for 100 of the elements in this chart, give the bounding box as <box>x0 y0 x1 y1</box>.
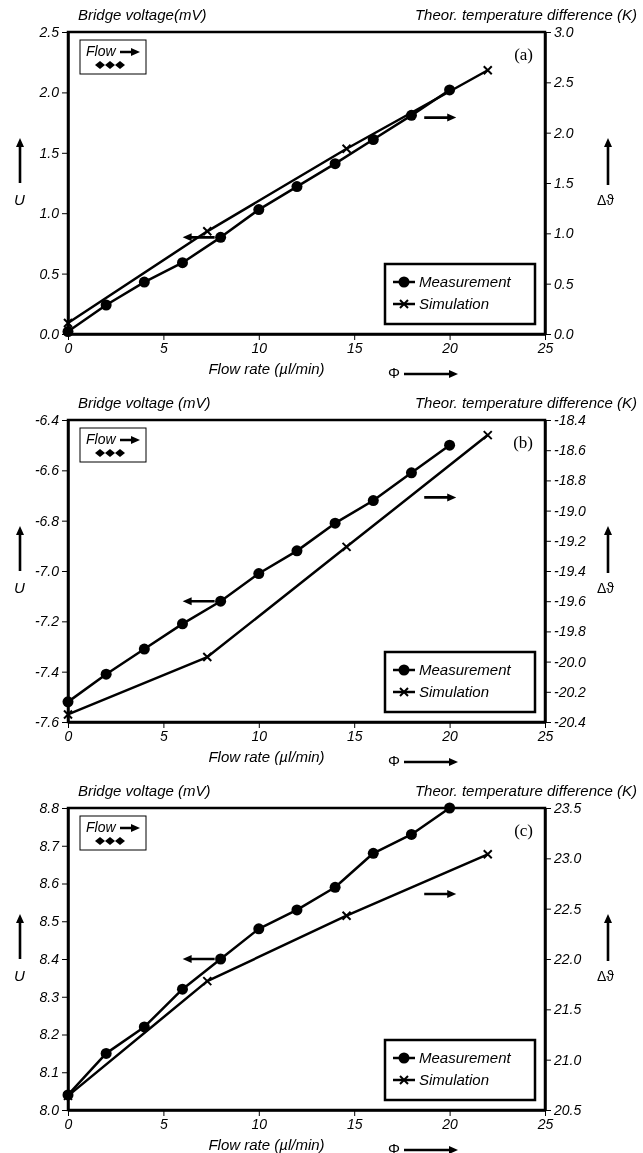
y2-tick-label: 20.5 <box>553 1101 582 1118</box>
y-tick-label: 8.0 <box>39 1101 60 1118</box>
y2-tick-label: 1.5 <box>554 174 574 191</box>
x-tick-label: 20 <box>441 1115 459 1132</box>
point <box>63 317 73 328</box>
y-axis-title: Bridge voltage(mV) <box>78 6 207 23</box>
y2-axis-title: Theor. temperature difference (K) <box>414 782 637 799</box>
x-axis-title: Flow rate (µl/min) <box>208 360 325 377</box>
point <box>253 923 265 935</box>
legend-label: Measurement <box>419 273 512 290</box>
y2-tick-label: 21.0 <box>553 1051 582 1068</box>
point <box>482 849 493 860</box>
x-tick-label: 15 <box>346 1115 363 1132</box>
y2-tick-label: -20.0 <box>554 653 587 670</box>
x-tick-label: 0 <box>64 339 73 356</box>
point <box>405 467 417 479</box>
y-tick-label: 1.5 <box>39 144 60 161</box>
point <box>482 430 493 441</box>
y2-tick-label: -19.0 <box>554 502 587 519</box>
x-tick-label: 10 <box>251 727 268 744</box>
y2-tick-label: -19.2 <box>554 532 587 549</box>
point <box>444 802 456 814</box>
y-tick-label: 8.5 <box>39 913 60 930</box>
y2-tick-label: 1.0 <box>554 225 574 242</box>
text: U <box>14 967 25 984</box>
x-tick-label: 5 <box>160 339 168 356</box>
y-tick-label: 8.1 <box>39 1064 59 1081</box>
y-tick-label: -7.4 <box>34 663 60 680</box>
y2-tick-label: -18.4 <box>554 411 587 428</box>
text: Φ <box>388 364 400 381</box>
point <box>62 696 74 708</box>
y-tick-label: 8.3 <box>39 988 60 1005</box>
text: Φ <box>388 752 400 769</box>
point <box>253 204 265 216</box>
text: Δϑ <box>597 192 615 208</box>
y2-tick-label: -19.8 <box>554 623 587 640</box>
point <box>138 276 150 288</box>
x-tick-label: 20 <box>441 339 459 356</box>
point <box>341 541 352 552</box>
x-tick-label: 5 <box>160 1115 168 1132</box>
x-tick-label: 10 <box>251 339 268 356</box>
y-tick-label: 8.4 <box>39 950 60 967</box>
y2-tick-label: -20.4 <box>554 713 587 730</box>
text: U <box>14 579 25 596</box>
text: U <box>14 191 25 208</box>
point <box>329 881 341 893</box>
x-tick-label: 25 <box>536 1115 554 1132</box>
y2-tick-label: 22.5 <box>553 900 582 917</box>
y2-tick-label: -18.6 <box>554 442 587 459</box>
y2-tick-label: 21.5 <box>553 1001 582 1018</box>
point <box>176 257 188 269</box>
y-tick-label: 8.6 <box>39 875 60 892</box>
annotation: (c) <box>514 821 533 840</box>
y-tick-label: -6.6 <box>34 462 60 479</box>
y-tick-label: -7.0 <box>34 562 60 579</box>
text: Δϑ <box>597 968 615 984</box>
y2-tick-label: 0.0 <box>554 325 574 342</box>
x-axis-title: Flow rate (µl/min) <box>208 748 325 765</box>
point <box>291 181 303 193</box>
y-axis-title: Bridge voltage (mV) <box>78 782 211 799</box>
point <box>215 231 227 243</box>
point <box>367 495 379 507</box>
annotation: Flow <box>86 431 117 447</box>
legend-label: Measurement <box>419 1049 512 1066</box>
point <box>253 568 265 580</box>
point <box>329 158 341 170</box>
annotation: (a) <box>514 45 533 64</box>
point <box>202 652 213 663</box>
y2-tick-label: -19.4 <box>554 562 587 579</box>
y-tick-label: 8.8 <box>39 799 60 816</box>
x-tick-label: 10 <box>251 1115 268 1132</box>
point <box>329 517 341 529</box>
y2-tick-label: -19.6 <box>554 593 587 610</box>
point <box>202 226 213 237</box>
y-tick-label: -7.6 <box>34 713 60 730</box>
y2-tick-label: 2.5 <box>553 74 574 91</box>
legend-label: Simulation <box>419 1071 490 1088</box>
point <box>215 953 227 965</box>
y2-axis-title: Theor. temperature difference (K) <box>414 6 637 23</box>
point <box>367 847 379 859</box>
point <box>100 668 112 680</box>
y-tick-label: 0.0 <box>39 325 60 342</box>
y-tick-label: 2.5 <box>38 23 60 40</box>
point <box>100 1047 112 1059</box>
point <box>100 299 112 311</box>
x-tick-label: 25 <box>536 339 554 356</box>
point <box>444 439 456 451</box>
y2-tick-label: 0.5 <box>554 275 574 292</box>
y-tick-label: 8.2 <box>39 1026 60 1043</box>
point <box>341 143 352 154</box>
y-axis-title: Bridge voltage (mV) <box>78 394 211 411</box>
y2-tick-label: 23.5 <box>553 799 582 816</box>
x-axis-title: Flow rate (µl/min) <box>208 1136 325 1153</box>
y-tick-label: -7.2 <box>34 613 60 630</box>
legend-label: Measurement <box>419 661 512 678</box>
point <box>341 910 352 921</box>
y2-tick-label: 22.0 <box>553 950 582 967</box>
legend-label: Simulation <box>419 295 490 312</box>
x-tick-label: 15 <box>346 339 363 356</box>
y2-tick-label: 2.0 <box>553 124 574 141</box>
